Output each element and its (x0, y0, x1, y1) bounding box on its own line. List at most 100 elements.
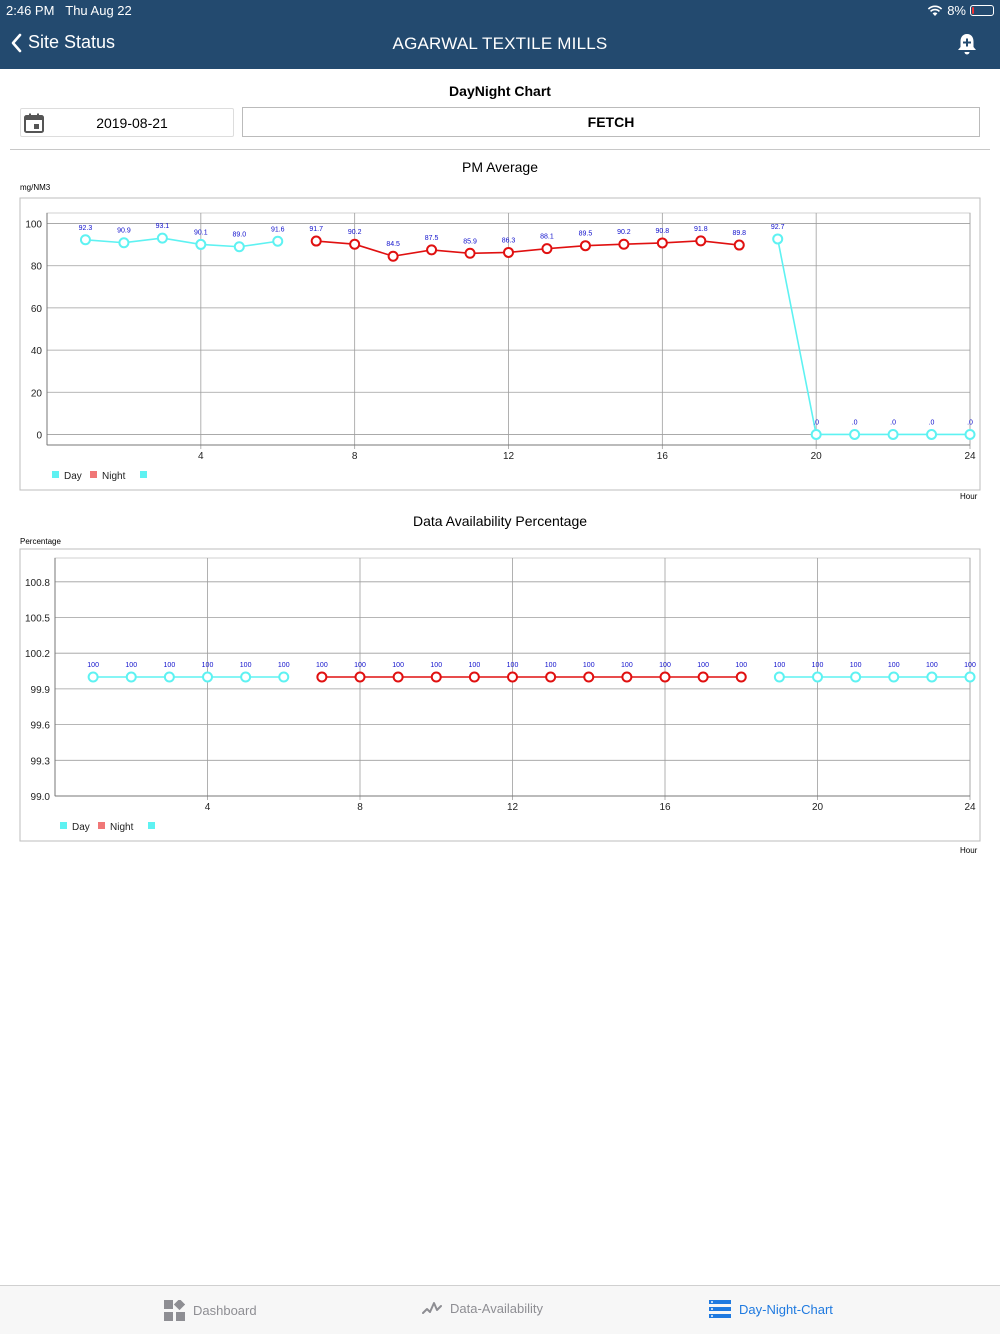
data-label: 91.8 (694, 226, 708, 233)
wifi-icon (928, 5, 943, 16)
divider (10, 149, 990, 150)
date-picker[interactable]: 2019-08-21 (20, 108, 234, 137)
data-label: 90.2 (617, 229, 631, 236)
data-label: 100 (659, 662, 671, 669)
legend-swatch (52, 471, 59, 478)
tab-day-night-chart[interactable]: Day-Night-Chart (709, 1300, 833, 1318)
tab-data-availability[interactable]: Data-Availability (422, 1300, 543, 1316)
tab-dashboard[interactable]: Dashboard (164, 1300, 257, 1321)
chevron-left-icon (11, 33, 22, 52)
y-tick-label: 60 (31, 304, 43, 315)
data-label: 100 (812, 662, 824, 669)
legend-swatch (98, 822, 105, 829)
data-label: 100 (697, 662, 709, 669)
data-label: .0 (852, 419, 858, 426)
data-point (87, 671, 99, 683)
data-label: 100 (354, 662, 366, 669)
data-point (733, 239, 745, 251)
x-tick-label: 4 (198, 451, 204, 462)
data-label: 100 (278, 662, 290, 669)
calendar-icon (24, 113, 44, 133)
data-point (659, 671, 671, 683)
data-point (156, 232, 168, 244)
y-unit-label: Percentage (20, 537, 61, 546)
data-point (468, 671, 480, 683)
fetch-button[interactable]: FETCH (242, 107, 980, 137)
battery-percent: 8% (947, 3, 966, 18)
legend-label: Night (110, 822, 134, 833)
data-point (387, 250, 399, 262)
x-tick-label: 8 (352, 451, 358, 462)
data-label: 89.8 (732, 230, 746, 237)
data-label: 100 (850, 662, 862, 669)
data-point (426, 244, 438, 256)
data-label: 100 (316, 662, 328, 669)
legend-swatch (140, 471, 147, 478)
app-header: 2:46 PM Thu Aug 22 8% Site Status AGARWA… (0, 0, 1000, 69)
data-point (964, 671, 976, 683)
x-tick-label: 16 (657, 451, 669, 462)
data-label: 100 (964, 662, 976, 669)
data-label: 87.5 (425, 235, 439, 242)
data-label: 100 (507, 662, 519, 669)
y-unit-label: mg/NM3 (20, 183, 51, 192)
legend-swatch (60, 822, 67, 829)
x-tick-label: 20 (812, 802, 824, 813)
data-label: 86.3 (502, 237, 516, 244)
battery-icon (970, 5, 994, 16)
data-point (926, 428, 938, 440)
data-label: 100 (125, 662, 137, 669)
x-tick-label: 4 (205, 802, 211, 813)
legend-label: Day (72, 822, 90, 833)
x-tick-label: 12 (503, 451, 515, 462)
data-point (392, 671, 404, 683)
data-label: 100 (545, 662, 557, 669)
data-point (202, 671, 213, 683)
data-label: 91.7 (309, 226, 323, 233)
data-point (118, 237, 130, 249)
x-tick-label: 16 (659, 802, 671, 813)
y-tick-label: 100.2 (25, 649, 50, 660)
y-tick-label: 0 (36, 430, 42, 441)
data-point (812, 671, 823, 683)
y-tick-label: 100.8 (25, 578, 50, 589)
x-tick-label: 8 (357, 802, 363, 813)
data-point (349, 238, 361, 250)
data-point (621, 671, 633, 683)
data-label: 90.2 (348, 229, 362, 236)
data-label: 100 (392, 662, 404, 669)
add-alert-icon[interactable] (956, 32, 978, 56)
data-label: 90.8 (656, 228, 670, 235)
data-availability-chart: 99.0 99.3 99.6 99.9 100.2 100.5 100.8 4 8 12 16 20 2… (19, 548, 981, 842)
y-tick-label: 40 (31, 346, 43, 357)
data-point (507, 671, 518, 683)
status-date: Thu Aug 22 (65, 3, 132, 18)
chart-title-pm-average: PM Average (461, 159, 538, 175)
data-point (545, 671, 557, 683)
data-point (195, 238, 207, 250)
chart-frame (19, 197, 981, 491)
data-point (240, 671, 252, 683)
series-line-1 (316, 240, 740, 258)
data-label: 85.9 (463, 238, 477, 245)
data-point (272, 235, 284, 247)
data-point (79, 234, 91, 246)
y-tick-label: 100.5 (25, 614, 50, 625)
y-tick-label: 99.0 (31, 792, 51, 803)
y-tick-label: 99.9 (31, 685, 51, 696)
data-label: 88.1 (540, 234, 554, 241)
data-label: 100 (240, 662, 252, 669)
legend-swatch (148, 822, 155, 829)
x-tick-label: 24 (964, 802, 976, 813)
data-label: .0 (967, 419, 973, 426)
back-button[interactable]: Site Status (10, 32, 115, 53)
data-label: 100 (164, 662, 176, 669)
data-point (887, 428, 899, 440)
data-label: 93.1 (156, 223, 170, 230)
legend-label: Day (64, 471, 82, 482)
data-point (850, 671, 862, 683)
data-point (163, 671, 175, 683)
data-label: 100 (583, 662, 595, 669)
data-point (849, 428, 861, 440)
series-line-2 (776, 238, 970, 436)
